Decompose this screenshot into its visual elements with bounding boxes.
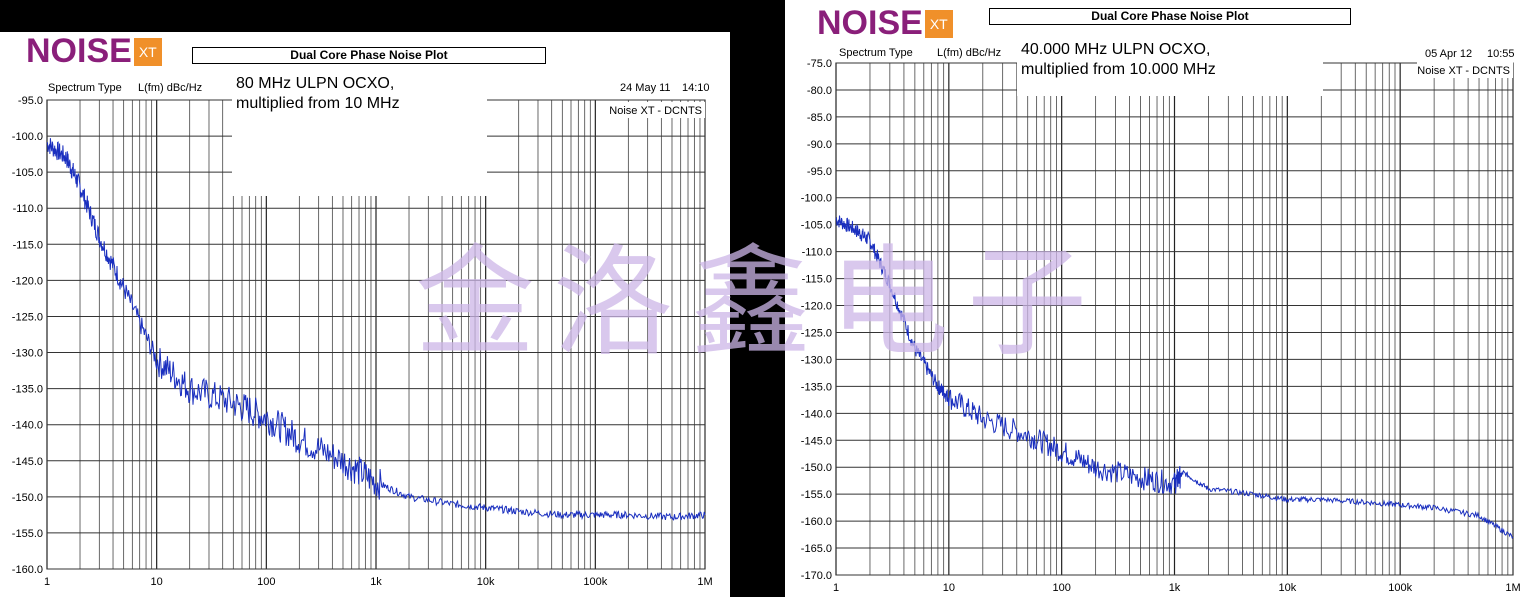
y-tick-label: -130.0 — [801, 354, 832, 366]
noise-trace — [835, 215, 1514, 539]
x-tick-label: 1M — [1505, 582, 1520, 594]
spectrum-type-label: Spectrum Type — [839, 47, 913, 59]
y-tick-label: -95.0 — [18, 95, 43, 107]
y-tick-label: -115.0 — [13, 239, 43, 251]
chart-title: Dual Core Phase Noise Plot — [192, 47, 546, 64]
annotation-box — [1017, 36, 1323, 96]
noise-xt-logo: NOISE XT — [817, 4, 953, 43]
annotation-line: multiplied from 10 MHz — [236, 95, 400, 112]
instrument-label: Noise XT - DCNTS — [1417, 65, 1510, 77]
y-tick-label: -170.0 — [801, 570, 832, 582]
x-tick-label: 100k — [583, 576, 607, 588]
y-tick-label: -155.0 — [801, 489, 832, 501]
annotation-line: 40.000 MHz ULPN OCXO, — [1021, 41, 1210, 58]
y-axis-label: L(fm) dBc/Hz — [937, 47, 1002, 59]
x-tick-label: 1M — [697, 576, 712, 588]
y-tick-label: -115.0 — [802, 274, 832, 286]
logo-word: NOISE — [817, 4, 923, 42]
y-tick-label: -155.0 — [12, 528, 43, 540]
y-tick-label: -140.0 — [12, 420, 43, 432]
annotation-box — [232, 70, 487, 196]
y-tick-label: -100.0 — [801, 193, 832, 205]
x-tick-label: 100 — [257, 576, 275, 588]
logo-word: NOISE — [26, 32, 132, 70]
x-tick-label: 10k — [1278, 582, 1296, 594]
spectrum-type-label: Spectrum Type — [48, 82, 122, 94]
annotation-line: multiplied from 10.000 MHz — [1021, 61, 1216, 78]
plot-date: 24 May 11 — [620, 82, 671, 94]
y-tick-label: -75.0 — [807, 58, 832, 70]
annotation-line: 80 MHz ULPN OCXO, — [236, 75, 394, 92]
x-tick-label: 100k — [1388, 582, 1412, 594]
x-tick-label: 1 — [833, 582, 839, 594]
y-tick-label: -85.0 — [807, 112, 832, 124]
y-tick-label: -80.0 — [807, 85, 832, 97]
x-tick-label: 100 — [1052, 582, 1070, 594]
instrument-box — [598, 102, 705, 118]
logo-badge: XT — [924, 9, 953, 38]
y-tick-label: -150.0 — [12, 492, 43, 504]
plot-time: 10:55 — [1487, 48, 1515, 60]
noise-trace — [46, 138, 706, 521]
y-tick-label: -145.0 — [801, 435, 832, 447]
x-tick-label: 10 — [151, 576, 163, 588]
y-tick-label: -145.0 — [12, 456, 43, 468]
y-tick-label: -95.0 — [807, 166, 832, 178]
chart-panel-right: NOISE XT Dual Core Phase Noise Plot Spec… — [785, 0, 1529, 597]
chart-panel-left: NOISE XT Dual Core Phase Noise Plot Spec… — [0, 32, 730, 597]
x-tick-label: 1k — [370, 576, 382, 588]
y-tick-label: -125.0 — [801, 327, 832, 339]
chart-svg-left: -95.0 -100.0 -105.0 -110.0 -115.0 -120.0 -125.… — [12, 70, 713, 588]
x-tick-label: 10 — [943, 582, 955, 594]
noise-xt-logo: NOISE XT — [26, 32, 162, 71]
y-tick-label: -135.0 — [12, 384, 43, 396]
y-tick-label: -105.0 — [801, 220, 832, 232]
y-tick-label: -105.0 — [12, 167, 43, 179]
plot-time: 14:10 — [682, 82, 710, 94]
y-tick-label: -165.0 — [801, 543, 832, 555]
y-axis-label: L(fm) dBc/Hz — [138, 82, 203, 94]
x-tick-label: 1 — [44, 576, 50, 588]
y-tick-label: -130.0 — [12, 348, 43, 360]
x-tick-label: 10k — [477, 576, 495, 588]
y-tick-label: -120.0 — [12, 275, 43, 287]
y-tick-label: -135.0 — [801, 381, 832, 393]
y-tick-label: -90.0 — [807, 139, 832, 151]
y-tick-label: -110.0 — [13, 203, 43, 215]
logo-badge: XT — [133, 37, 162, 66]
chart-svg-right: -75.0 -80.0 -85.0 -90.0 -95.0 -100.0 -105.0 -11… — [801, 36, 1521, 594]
y-tick-label: -100.0 — [12, 131, 43, 143]
y-tick-label: -140.0 — [801, 408, 832, 420]
x-tick-label: 1k — [1169, 582, 1181, 594]
y-tick-label: -110.0 — [802, 247, 832, 259]
y-tick-label: -150.0 — [801, 462, 832, 474]
y-tick-label: -160.0 — [801, 516, 832, 528]
plot-date: 05 Apr 12 — [1425, 48, 1473, 60]
y-tick-label: -125.0 — [12, 311, 43, 323]
y-tick-label: -160.0 — [12, 564, 43, 576]
instrument-box — [1417, 62, 1513, 78]
y-tick-label: -120.0 — [801, 301, 832, 313]
instrument-label: Noise XT - DCNTS — [609, 105, 702, 117]
chart-title: Dual Core Phase Noise Plot — [989, 8, 1351, 25]
